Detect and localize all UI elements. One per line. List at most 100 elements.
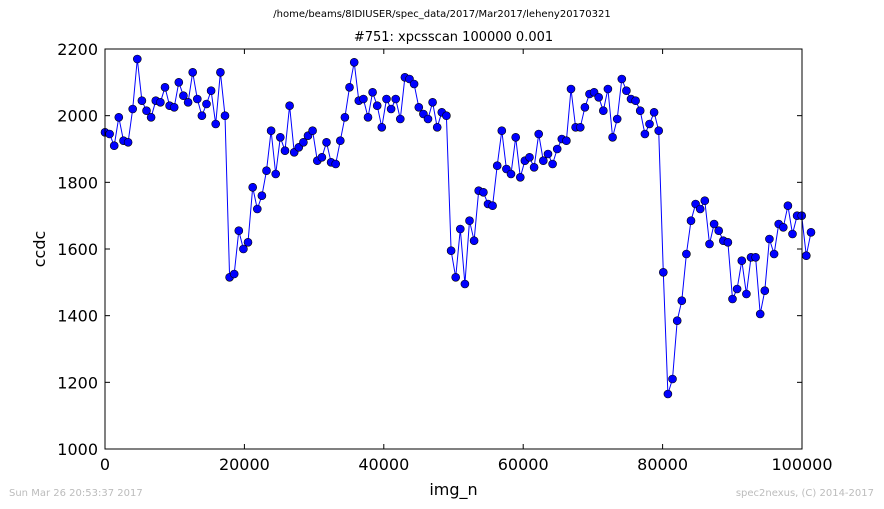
data-point [525, 153, 534, 162]
plot-border [104, 48, 803, 450]
data-point [682, 249, 691, 259]
x-tick-label: 80000 [637, 455, 688, 474]
data-point [345, 83, 354, 92]
data-point [188, 68, 197, 77]
data-point [363, 113, 373, 122]
data-point [179, 91, 188, 100]
data-point [349, 57, 359, 67]
y-tick-label: 1000 [57, 440, 98, 459]
data-point [575, 123, 585, 132]
data-point [442, 111, 451, 120]
data-point [695, 204, 705, 214]
data-point [423, 114, 433, 124]
x-tick-label: 0 [100, 455, 110, 474]
data-point [801, 251, 811, 260]
figure-suptitle: /home/beams/8IDIUSER/spec_data/2017/Mar2… [273, 9, 611, 20]
data-point [229, 269, 239, 279]
data-point [658, 267, 668, 277]
data-point [806, 228, 816, 237]
data-point [552, 144, 562, 154]
data-point [432, 123, 442, 132]
data-point [197, 111, 207, 120]
data-point [645, 119, 654, 129]
data-point [193, 94, 202, 104]
data-point [769, 249, 779, 259]
data-point [308, 126, 317, 135]
data-point [672, 316, 682, 326]
data-point [668, 374, 677, 384]
data-point [700, 196, 710, 205]
data-point [114, 113, 124, 122]
data-point [714, 226, 724, 235]
tick-labels: 0 20000 40000 60000 80000 100000 1000 1200 1400 1… [57, 40, 832, 474]
data-point [133, 54, 142, 64]
data-point [414, 103, 424, 112]
data-point [612, 114, 622, 124]
chart-title: #751: xpcsscan 100000 0.001 [353, 30, 554, 45]
data-point [395, 114, 405, 124]
data-point [280, 146, 290, 155]
data-point [548, 159, 557, 169]
data-point [529, 163, 539, 172]
data-point [243, 238, 253, 247]
data-point [239, 244, 248, 254]
x-tick-label: 100000 [771, 455, 832, 474]
data-point [538, 156, 548, 165]
data-point [788, 229, 797, 239]
data-point [732, 284, 742, 294]
data-point [169, 103, 179, 112]
data-point [497, 126, 507, 135]
data-point [760, 286, 770, 296]
y-tick-label: 1800 [57, 173, 98, 192]
data-point [285, 101, 294, 110]
data-point [386, 104, 396, 114]
data-point [391, 94, 401, 104]
y-tick-label: 1200 [57, 373, 98, 392]
data-point [755, 309, 765, 319]
data-point [765, 234, 774, 244]
x-tick-label: 20000 [219, 455, 270, 474]
data-point [742, 289, 751, 299]
data-point [705, 239, 714, 249]
data-point [455, 224, 465, 234]
data-point [751, 252, 760, 262]
data-point [156, 98, 165, 107]
data-point [778, 223, 788, 232]
data-point [109, 141, 119, 150]
footer-credit: spec2nexus, (C) 2014-2017 [735, 488, 874, 499]
data-point [372, 101, 382, 110]
data-point [631, 96, 640, 105]
data-point [598, 106, 608, 115]
data-point [640, 129, 650, 139]
data-point [654, 126, 664, 135]
data-point [723, 238, 733, 247]
series-markers [100, 54, 816, 399]
data-point [515, 173, 525, 182]
data-point [409, 79, 419, 89]
y-tick-label: 2000 [57, 107, 98, 126]
data-point [216, 68, 225, 77]
data-point [262, 166, 271, 175]
y-tick-label: 2200 [57, 40, 98, 59]
data-point [603, 84, 613, 94]
data-point [335, 136, 345, 145]
data-point [142, 106, 151, 115]
data-point [728, 294, 737, 304]
data-point [331, 159, 341, 169]
data-point [469, 236, 479, 245]
data-point [206, 86, 216, 95]
data-point [123, 138, 133, 147]
data-point [248, 183, 257, 192]
data-point [160, 83, 170, 92]
data-point [266, 126, 276, 135]
data-point [506, 169, 516, 179]
data-point [562, 136, 571, 145]
x-axis-label: img_n [429, 480, 477, 500]
data-point [317, 153, 327, 162]
data-point [183, 98, 193, 107]
data-point [428, 98, 437, 107]
data-point [608, 133, 617, 142]
data-point [543, 149, 553, 159]
data-point [271, 169, 281, 179]
